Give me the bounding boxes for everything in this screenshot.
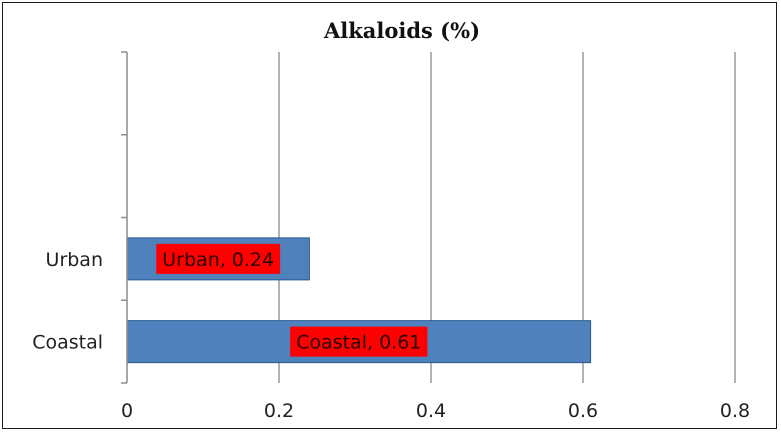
x-tick-label: 0 (121, 400, 133, 422)
x-tick-label: 0.8 (720, 400, 750, 422)
x-tick-label: 0.2 (264, 400, 294, 422)
category-label-coastal: Coastal (32, 332, 103, 354)
data-label-urban: Urban, 0.24 (156, 244, 280, 274)
x-tick-label: 0.4 (416, 400, 446, 422)
axes (121, 52, 127, 383)
category-label-urban: Urban (46, 249, 103, 271)
data-label-text: Urban, 0.24 (162, 249, 274, 271)
chart-title: Alkaloids (%) (323, 18, 480, 43)
x-tick-label: 0.6 (568, 400, 598, 422)
data-label-text: Coastal, 0.61 (296, 332, 421, 354)
data-label-coastal: Coastal, 0.61 (290, 327, 427, 357)
